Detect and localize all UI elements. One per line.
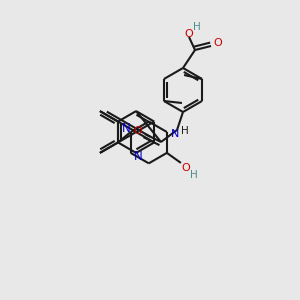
Text: H: H xyxy=(193,22,201,32)
Text: O: O xyxy=(182,163,190,173)
Text: N: N xyxy=(171,129,179,139)
Text: N: N xyxy=(122,122,131,136)
Text: O: O xyxy=(134,126,142,136)
Text: O: O xyxy=(214,38,222,48)
Text: H: H xyxy=(190,170,198,180)
Text: O: O xyxy=(184,29,194,39)
Text: H: H xyxy=(181,126,189,136)
Text: N: N xyxy=(134,150,142,164)
